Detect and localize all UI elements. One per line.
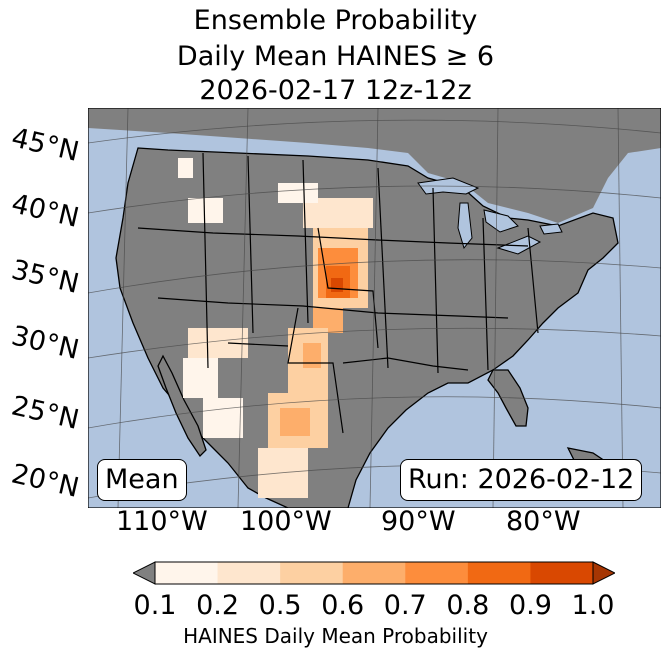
colorbar-segment xyxy=(342,562,406,584)
colorbar-frame xyxy=(154,561,594,585)
colorbar-tick-label: 0.2 xyxy=(196,590,240,621)
lat-label-25: 25°N xyxy=(8,390,82,436)
state-borders xyxy=(137,152,539,434)
colorbar-over-arrow xyxy=(592,561,615,585)
colorbar-segment xyxy=(280,562,344,584)
mean-box: Mean xyxy=(97,459,187,501)
lat-label-30: 30°N xyxy=(8,320,82,366)
colorbar-tick-label: 0.6 xyxy=(321,590,365,621)
lat-label-40: 40°N xyxy=(8,188,82,234)
lon-label-80: 80°W xyxy=(506,506,581,537)
lat-label-45: 45°N xyxy=(8,122,82,168)
probability-field xyxy=(178,158,373,498)
colorbar-label: HAINES Daily Mean Probability xyxy=(183,624,488,648)
colorbar-segments xyxy=(155,562,594,584)
title-line-1: Ensemble Probability xyxy=(193,5,478,36)
lat-label-20: 20°N xyxy=(8,458,82,504)
colorbar-tick-label: 0.7 xyxy=(383,590,427,621)
colorbar-segment xyxy=(155,562,219,584)
colorbar-tick-label: 0.1 xyxy=(133,590,177,621)
lat-label-35: 35°N xyxy=(8,254,82,300)
colorbar-segment xyxy=(530,562,594,584)
title-line-3: 2026-02-17 12z-12z xyxy=(199,75,472,106)
colorbar xyxy=(133,561,615,585)
lon-label-110: 110°W xyxy=(116,506,208,537)
colorbar-segment xyxy=(405,562,469,584)
run-date-box: Run: 2026-02-12 xyxy=(400,459,643,501)
lon-label-90: 90°W xyxy=(381,506,456,537)
colorbar-segment xyxy=(467,562,531,584)
lon-label-100: 100°W xyxy=(240,506,332,537)
map-panel xyxy=(88,108,661,508)
colorbar-under-arrow xyxy=(133,561,156,585)
colorbar-tick-label: 1.0 xyxy=(571,590,615,621)
colorbar-tick-label: 0.9 xyxy=(508,590,552,621)
title-line-2: Daily Mean HAINES ≥ 6 xyxy=(176,41,495,72)
colorbar-segment xyxy=(217,562,281,584)
colorbar-tick-label: 0.8 xyxy=(446,590,490,621)
colorbar-tick-label: 0.5 xyxy=(258,590,302,621)
